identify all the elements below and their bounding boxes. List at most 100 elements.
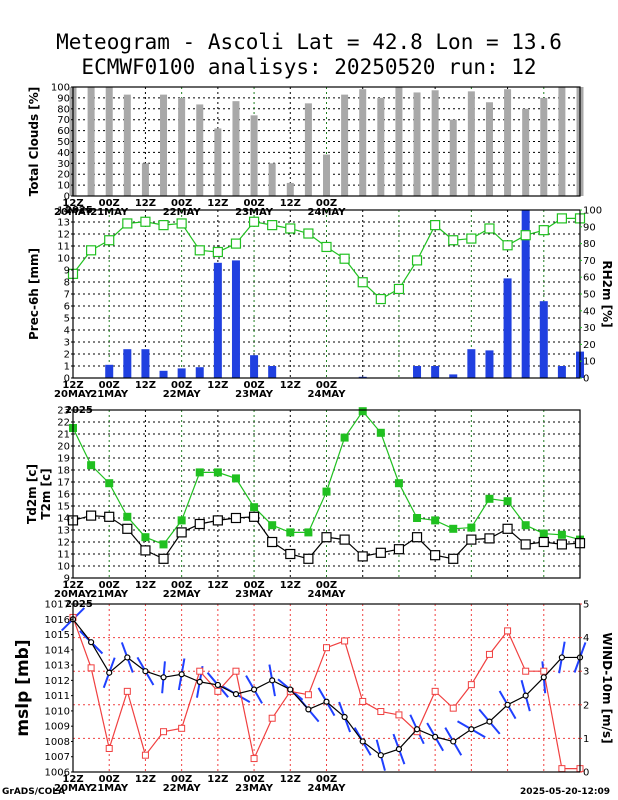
mslp-point	[305, 706, 312, 713]
x-tick-label: 12Z	[280, 198, 301, 209]
mslp-point	[269, 677, 276, 684]
y-tick-label: 14	[57, 206, 70, 217]
prec-ylabel: Prec-6h [mm]	[27, 248, 41, 340]
rh-point	[140, 216, 151, 227]
td2m-point	[393, 544, 405, 555]
y-tick-label: 13	[57, 526, 70, 537]
y-tick-label: 20	[57, 442, 70, 453]
td2m-point	[448, 553, 459, 564]
mslp-point	[413, 726, 421, 733]
cloud-bar	[268, 163, 276, 196]
td2m-point	[285, 548, 296, 560]
td2m-point	[466, 534, 477, 545]
y2-tick-label: 70	[583, 256, 596, 267]
wind-point	[377, 708, 385, 716]
y-tick-label: 17	[57, 478, 70, 489]
rh-point	[230, 238, 242, 249]
mslp-point	[504, 701, 511, 708]
y-tick-label: 1013	[45, 661, 70, 672]
y-tick-label: 10	[57, 181, 70, 192]
mslp-point	[232, 691, 240, 698]
mslp-point	[359, 738, 366, 745]
cloud-bar	[558, 87, 566, 196]
t2m-point	[340, 433, 349, 442]
y-tick-label: 1006	[45, 768, 70, 779]
x-date-label: 24MAY	[308, 207, 347, 218]
cloud-bar	[286, 182, 294, 196]
y-tick-label: 5	[64, 314, 70, 325]
x-date-label: 21MAY	[90, 389, 129, 400]
y-tick-label: 1	[64, 362, 70, 373]
td2m-point	[267, 536, 278, 548]
prec-bar	[250, 355, 259, 378]
t2m-point	[105, 479, 114, 488]
x-date-label: 22MAY	[163, 589, 202, 600]
t2m-point	[286, 528, 295, 537]
title-line-1: Meteogram - Ascoli Lat = 42.8 Lon = 13.6	[56, 30, 562, 54]
rh-point	[502, 240, 513, 251]
y-tick-label: 1012	[45, 676, 70, 687]
y-tick-label: 1009	[45, 722, 70, 733]
wind-point	[341, 637, 349, 645]
cloud-bar	[250, 115, 258, 196]
wind-point	[323, 644, 330, 652]
y-tick-label: 60	[57, 126, 70, 137]
y2-tick-label: 100	[583, 206, 602, 217]
td2m-point	[194, 518, 205, 530]
wind-point	[105, 744, 113, 752]
y2-tick-label: 50	[583, 290, 596, 301]
y-tick-label: 90	[57, 93, 70, 104]
mslp-point	[395, 745, 403, 753]
rh-point	[285, 223, 296, 234]
y-tick-label: 21	[57, 430, 70, 441]
td2m-point	[357, 551, 368, 562]
cloud-bar	[431, 90, 439, 196]
x-tick-label: 00Z	[243, 580, 264, 591]
cloud-bar	[196, 104, 204, 196]
y-tick-label: 1007	[45, 752, 70, 763]
cloud-bar	[540, 97, 548, 196]
td2m-point	[339, 534, 350, 545]
prec-bar	[413, 366, 422, 378]
cloud-bar	[485, 102, 493, 196]
rh-point	[86, 245, 97, 256]
y-tick-label: 0	[64, 192, 70, 203]
cloud-bar	[214, 128, 222, 196]
td2m-ylabel: Td2m [c]	[25, 464, 39, 524]
prec-bar	[195, 367, 204, 378]
t2m-point	[250, 503, 259, 512]
y-tick-label: 11	[57, 550, 70, 561]
x-date-label: 23MAY	[235, 207, 274, 218]
x-date-label: 21MAY	[90, 589, 129, 600]
prec-bar	[159, 370, 168, 378]
y-tick-label: 14	[57, 514, 70, 525]
rh-point	[212, 246, 223, 258]
rh-point	[339, 253, 350, 264]
x-date-label: 21MAY	[90, 207, 129, 218]
t2m-point	[268, 521, 277, 530]
t2m-point	[304, 528, 313, 537]
y2-tick-label: 30	[583, 323, 596, 334]
x-date-label: 22MAY	[163, 207, 202, 218]
y-tick-label: 18	[57, 466, 70, 477]
t2m-point	[123, 512, 132, 521]
mslp-point	[432, 733, 439, 740]
t2m-point	[394, 479, 403, 488]
y-tick-label: 1017	[45, 600, 70, 611]
td2m-point	[502, 523, 513, 534]
t2m-point	[358, 407, 367, 416]
mslp-point	[160, 674, 167, 681]
rh-point	[556, 213, 567, 224]
prec-bar	[503, 278, 512, 378]
cloud-bar	[304, 103, 312, 196]
t2m-point	[503, 497, 512, 506]
t2m-point	[485, 494, 494, 503]
cloud-bar	[232, 101, 240, 196]
panel-frame	[72, 603, 581, 773]
prec-bar	[431, 366, 440, 378]
mslp-point	[558, 654, 565, 661]
y-tick-label: 20	[57, 170, 70, 181]
wind-point	[431, 687, 439, 695]
y-tick-label: 1011	[45, 691, 70, 702]
rh-point	[375, 293, 386, 305]
